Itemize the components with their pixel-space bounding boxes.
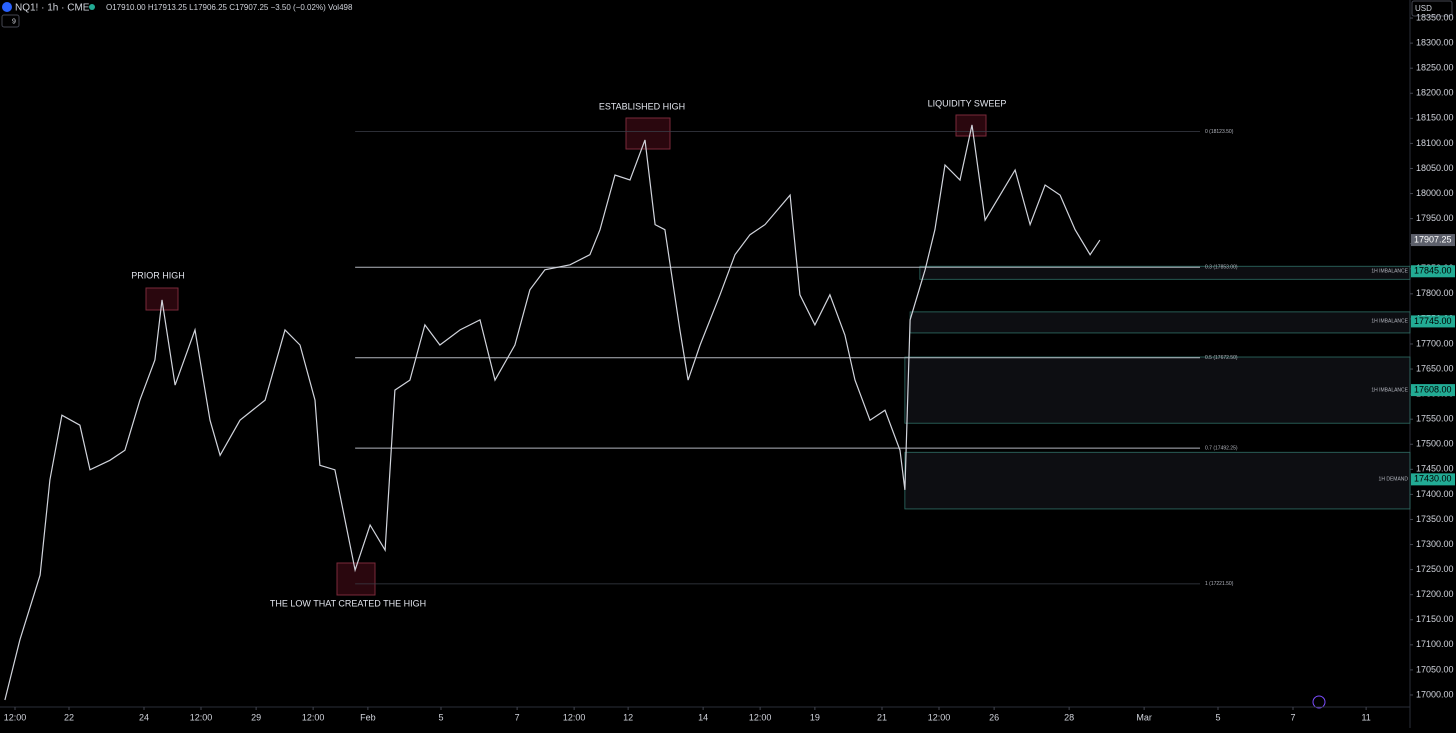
x-tick-label: 19 <box>810 712 820 722</box>
zone <box>919 265 1411 280</box>
y-tick-label: 17000.00 <box>1416 689 1454 699</box>
currency-button[interactable] <box>1411 0 1453 17</box>
x-tick-label: 14 <box>698 712 708 722</box>
replay-button[interactable] <box>1312 695 1326 709</box>
y-tick-label: 17150.00 <box>1416 614 1454 624</box>
y-tick-label: 17200.00 <box>1416 589 1454 599</box>
x-tick-label: 7 <box>1290 712 1295 722</box>
x-tick-label: 7 <box>515 712 520 722</box>
x-tick-label: 22 <box>64 712 74 722</box>
x-tick-label: 12 <box>623 712 633 722</box>
annotation: LIQUIDITY SWEEP <box>928 98 1007 108</box>
x-tick-label: 12:00 <box>302 712 325 722</box>
x-tick-label: 11 <box>1361 712 1370 722</box>
y-tick-label: 17250.00 <box>1416 564 1454 574</box>
y-tick-label: 17450.00 <box>1416 464 1454 474</box>
x-tick-label: 12:00 <box>563 712 586 722</box>
x-tick-label: 5 <box>438 712 443 722</box>
zone-label: 1H IMBALANCE <box>1371 269 1408 275</box>
y-tick-label: 17650.00 <box>1416 363 1454 373</box>
price-tag-label: 17608.00 <box>1414 384 1452 394</box>
y-tick-label: 17950.00 <box>1416 213 1454 223</box>
price-tag <box>1411 473 1455 486</box>
y-tick-label: 17050.00 <box>1416 664 1454 674</box>
fib-label: 0 (18123.50) <box>1205 129 1234 135</box>
box <box>145 287 179 311</box>
indicator-count: 9 <box>12 18 16 25</box>
last-price-tag <box>1411 234 1455 247</box>
fib-label: 0.7 (17492.25) <box>1205 445 1238 451</box>
zone-label: 1H IMBALANCE <box>1371 387 1408 393</box>
zone <box>904 451 1411 510</box>
x-tick-label: 12:00 <box>4 712 27 722</box>
indicator-toggle[interactable] <box>1 14 20 28</box>
y-tick-label: 18300.00 <box>1416 37 1454 47</box>
zone-label: 1H IMBALANCE <box>1371 319 1408 325</box>
y-tick-label: 18250.00 <box>1416 63 1454 73</box>
price-tag <box>1411 265 1455 278</box>
symbol-icon <box>2 2 12 12</box>
fib-label: 0.5 (17672.50) <box>1205 355 1238 361</box>
last-price-label: 17907.25 <box>1414 234 1452 244</box>
x-tick-label: 21 <box>877 712 887 722</box>
y-tick-label: 17350.00 <box>1416 514 1454 524</box>
status-dot <box>89 4 95 10</box>
y-tick-label: 18350.00 <box>1416 12 1454 22</box>
box <box>625 117 671 150</box>
y-tick-label: 17100.00 <box>1416 639 1454 649</box>
annotation: ESTABLISHED HIGH <box>599 101 685 111</box>
box <box>955 114 987 137</box>
x-tick-label: 26 <box>989 712 999 722</box>
price-tag <box>1411 315 1455 328</box>
x-tick-label: 5 <box>1215 712 1220 722</box>
fib-label: 0.3 (17853.00) <box>1205 265 1238 271</box>
price-tag-label: 17430.00 <box>1414 474 1452 484</box>
x-tick-label: 12:00 <box>190 712 213 722</box>
price-line <box>4 124 1101 701</box>
zone <box>909 311 1411 334</box>
price-tag-label: 17845.00 <box>1414 266 1452 276</box>
y-tick-label: 17500.00 <box>1416 439 1454 449</box>
currency: USD <box>1415 4 1432 13</box>
x-tick-label: Mar <box>1136 712 1152 722</box>
y-tick-label: 18000.00 <box>1416 188 1454 198</box>
y-tick-label: 18150.00 <box>1416 113 1454 123</box>
annotation: THE LOW THAT CREATED THE HIGH <box>270 598 426 608</box>
y-tick-label: 18100.00 <box>1416 138 1454 148</box>
y-tick-label: 18200.00 <box>1416 88 1454 98</box>
symbol: NQ1! · 1h · CME <box>15 3 90 14</box>
y-tick-label: 17550.00 <box>1416 414 1454 424</box>
x-tick-label: Feb <box>360 712 376 722</box>
y-tick-label: 17400.00 <box>1416 489 1454 499</box>
fib-label: 1 (17221.50) <box>1205 581 1234 587</box>
x-tick-label: 12:00 <box>749 712 772 722</box>
y-tick-label: 17800.00 <box>1416 288 1454 298</box>
x-tick-label: 29 <box>251 712 261 722</box>
y-tick-label: 18050.00 <box>1416 163 1454 173</box>
zone-label: 1H DEMAND <box>1379 477 1409 483</box>
y-tick-label: 17300.00 <box>1416 539 1454 549</box>
x-tick-label: 12:00 <box>928 712 951 722</box>
annotation: PRIOR HIGH <box>131 270 185 280</box>
x-tick-label: 24 <box>139 712 149 722</box>
price-tag-label: 17745.00 <box>1414 316 1452 326</box>
zone <box>904 356 1411 424</box>
x-tick-label: 28 <box>1064 712 1074 722</box>
y-tick-label: 17700.00 <box>1416 338 1454 348</box>
price-tag <box>1411 384 1455 397</box>
ohlc: O17910.00 H17913.25 L17906.25 C17907.25 … <box>106 3 353 12</box>
